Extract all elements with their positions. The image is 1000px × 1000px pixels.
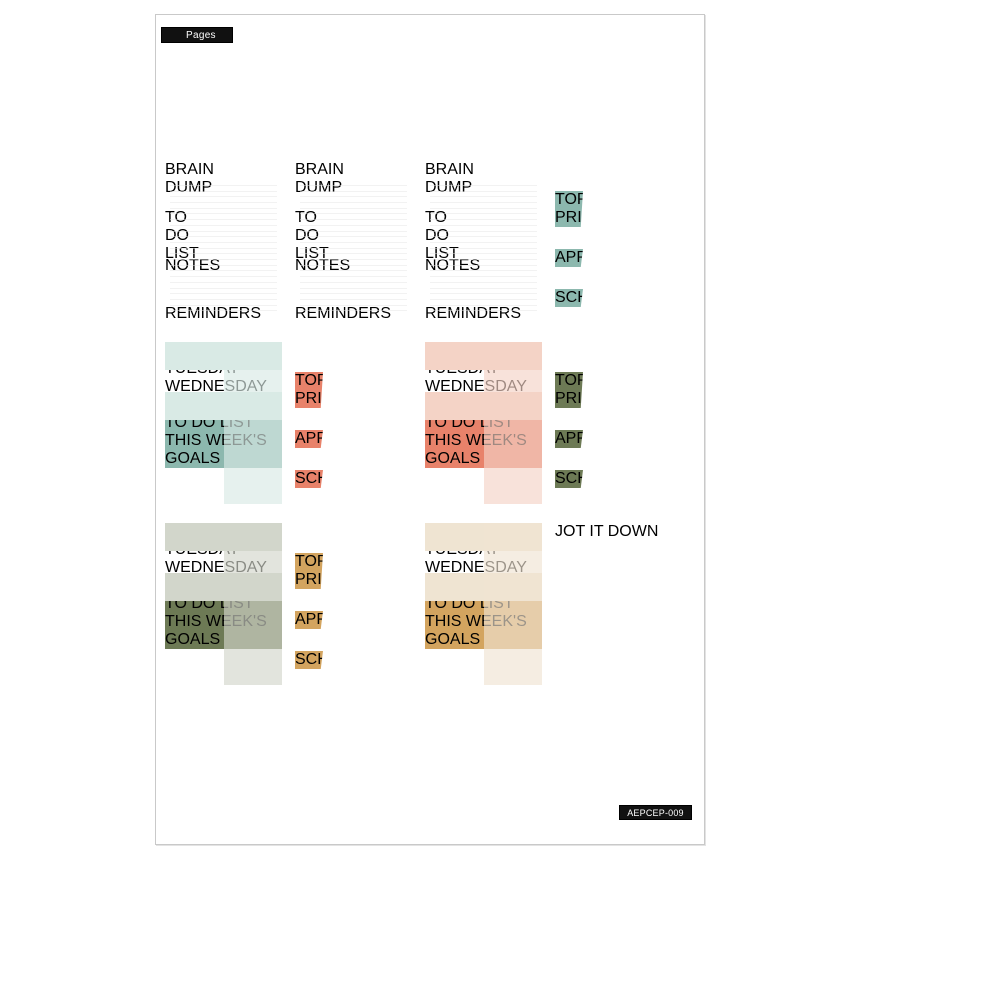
page-body: JOT IT DOWN	[555, 523, 672, 685]
header-tab-label: TODAY	[571, 167, 579, 169]
side-tab-lines	[295, 408, 323, 430]
thumbnail-weekly-spread-tan[interactable]: MONDAYTUESDAYWEDNESDAYTHURSDAYTO DO LIST…	[425, 523, 542, 685]
side-tab-3[interactable]: SCHEDULE	[555, 470, 583, 488]
side-tab-lines	[295, 589, 323, 611]
week-block-right	[483, 523, 542, 685]
header-tab-label: TODAY	[311, 529, 319, 531]
page-body: BRAIN DUMPTO DO LISTNOTESREMINDERS	[165, 161, 282, 323]
header-tab-label: TODAY	[571, 348, 579, 350]
side-tab-label: TOP PRIORITY	[295, 553, 371, 588]
page-body: MONDAYTUESDAYWEDNESDAYTHURSDAYTO DO LIST…	[165, 523, 282, 685]
side-tab-2[interactable]: APPOINTMENTS	[555, 430, 583, 448]
thumbnail-jot-it-down-note[interactable]: JOT IT DOWN	[555, 523, 672, 685]
thumbnail-brain-dump-coral[interactable]: BRAIN DUMPTO DO LISTNOTESREMINDERS	[165, 161, 282, 323]
side-tab-1[interactable]: TOP PRIORITY	[555, 191, 583, 227]
page-body: MONDAYTUESDAYWEDNESDAYTHURSDAYTO DO LIST…	[425, 342, 542, 504]
side-tab-lines	[295, 669, 323, 685]
side-tab-lines	[555, 448, 583, 470]
side-tab-1[interactable]: TOP PRIORITY	[295, 372, 323, 408]
thumbnail-grid: BRAIN DUMPTO DO LISTNOTESREMINDERSBRAIN …	[165, 161, 697, 706]
side-tab-lines	[295, 629, 323, 651]
side-tab-lines	[555, 408, 583, 430]
side-tab-1[interactable]: TOP PRIORITY	[295, 553, 323, 589]
side-tab-label: SCHEDULE	[555, 470, 643, 487]
quadrant-rule-lines	[429, 180, 538, 315]
thumbnail-weekly-spread-teal[interactable]: MONDAYTUESDAYWEDNESDAYTHURSDAYTO DO LIST…	[165, 342, 282, 504]
week-block-right	[223, 342, 282, 504]
pages-label-tag: Pages	[161, 27, 233, 43]
quadrant-rule-lines	[299, 180, 408, 315]
side-tab-lines	[555, 267, 583, 289]
page-body: MONDAYTUESDAYWEDNESDAYTHURSDAYTO DO LIST…	[425, 523, 542, 685]
thumbnail-weekly-spread-coral[interactable]: MONDAYTUESDAYWEDNESDAYTHURSDAYTO DO LIST…	[425, 342, 542, 504]
side-tab-label: TOP PRIORITY	[555, 372, 631, 407]
page-body: BRAIN DUMPTO DO LISTNOTESREMINDERS	[425, 161, 542, 323]
side-tab-label: APPOINTMENTS	[295, 611, 412, 628]
quadrant-box: REMINDERS	[295, 180, 408, 323]
side-tab-label: SCHEDULE	[555, 289, 643, 306]
side-tab-label: TOP PRIORITY	[555, 191, 631, 226]
side-tab-label: SCHEDULE	[295, 470, 383, 487]
side-tab-lines	[555, 488, 583, 504]
side-tab-3[interactable]: SCHEDULE	[555, 289, 583, 307]
side-tab-lines	[555, 227, 583, 249]
side-tab-label: TOP PRIORITY	[295, 372, 371, 407]
side-tab-lines	[295, 488, 323, 504]
note-title: JOT IT DOWN	[555, 523, 659, 540]
sku-label-tag: AEPCEP-009	[619, 805, 692, 820]
side-tab-1[interactable]: TOP PRIORITY	[555, 372, 583, 408]
week-block-right	[483, 342, 542, 504]
side-tab-2[interactable]: APPOINTMENTS	[295, 430, 323, 448]
side-tab-label: APPOINTMENTS	[295, 430, 412, 447]
thumbnail-weekly-spread-sage[interactable]: MONDAYTUESDAYWEDNESDAYTHURSDAYTO DO LIST…	[165, 523, 282, 685]
page-sheet: Pages BRAIN DUMPTO DO LISTNOTESREMINDERS…	[155, 14, 705, 845]
header-tab-label: TODAY	[311, 348, 319, 350]
quadrant-rule-lines	[169, 180, 278, 315]
side-tab-2[interactable]: APPOINTMENTS	[295, 611, 323, 629]
quadrant-box: REMINDERS	[165, 180, 278, 323]
side-tab-label: SCHEDULE	[295, 651, 383, 668]
side-tab-lines	[295, 448, 323, 470]
page-body: MONDAYTUESDAYWEDNESDAYTHURSDAYTO DO LIST…	[165, 342, 282, 504]
side-tab-3[interactable]: SCHEDULE	[295, 470, 323, 488]
week-block-right	[223, 523, 282, 685]
thumbnail-brain-dump-sage[interactable]: BRAIN DUMPTO DO LISTNOTESREMINDERS	[425, 161, 542, 323]
thumbnail-brain-dump-tan[interactable]: BRAIN DUMPTO DO LISTNOTESREMINDERS	[295, 161, 412, 323]
side-tab-3[interactable]: SCHEDULE	[295, 651, 323, 669]
quadrant-box: REMINDERS	[425, 180, 538, 323]
side-tab-label: APPOINTMENTS	[555, 430, 672, 447]
side-tab-2[interactable]: APPOINTMENTS	[555, 249, 583, 267]
side-tab-label: APPOINTMENTS	[555, 249, 672, 266]
page-body: BRAIN DUMPTO DO LISTNOTESREMINDERS	[295, 161, 412, 323]
side-tab-lines	[555, 307, 583, 323]
